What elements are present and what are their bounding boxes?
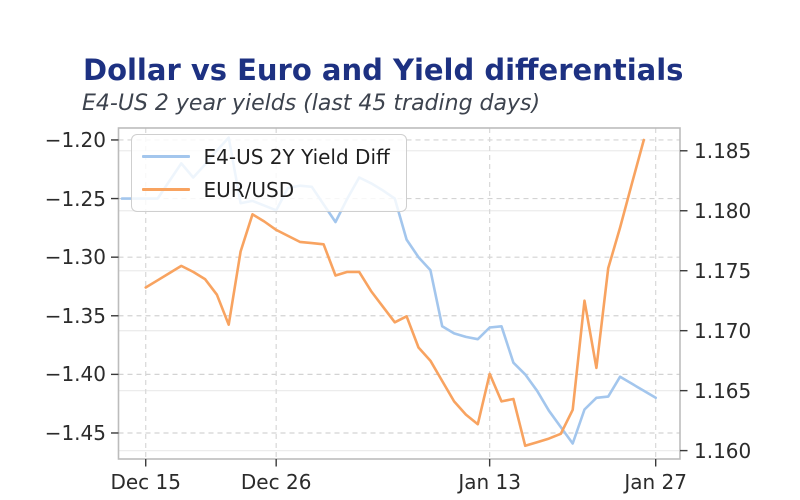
legend-label: E4-US 2Y Yield Diff: [203, 144, 390, 169]
legend-label: EUR/USD: [203, 177, 295, 202]
plot-border: [117, 127, 681, 460]
left-axis-tick-label: −1.35: [44, 303, 106, 328]
chart-subtitle: E4-US 2 year yields (last 45 trading day…: [82, 91, 541, 116]
legend-line-swatch-blue: [141, 155, 190, 158]
right-axis-tick-label: 1.175: [694, 258, 752, 283]
x-axis-tick-label: Jan 27: [624, 470, 687, 494]
left-axis-tick-label: −1.20: [44, 127, 106, 152]
x-axis-tick-label: Dec 15: [110, 470, 181, 494]
right-axis-tick-label: 1.170: [694, 318, 752, 343]
right-axis-tick-label: 1.160: [694, 438, 752, 463]
legend-entry-eurusd: EUR/USD: [141, 173, 390, 206]
right-axis-tick-label: 1.180: [694, 198, 752, 223]
left-axis-tick-label: −1.40: [44, 362, 106, 387]
x-axis-tick-label: Dec 26: [240, 470, 312, 494]
legend-line-swatch-orange: [141, 188, 190, 191]
left-axis-tick-label: −1.30: [44, 245, 106, 270]
left-axis-tick-label: −1.45: [44, 420, 106, 445]
legend-entry-yield-diff: E4-US 2Y Yield Diff: [141, 140, 390, 173]
right-axis-tick-label: 1.185: [694, 138, 752, 163]
x-axis-tick-label: Jan 13: [458, 470, 521, 494]
legend: E4-US 2Y Yield Diff EUR/USD: [130, 134, 407, 212]
right-axis-tick-label: 1.165: [694, 378, 752, 403]
chart-title: Dollar vs Euro and Yield differentials: [83, 53, 684, 87]
series-line-eurusd: [144, 138, 646, 448]
left-axis-tick-label: −1.25: [44, 186, 106, 211]
